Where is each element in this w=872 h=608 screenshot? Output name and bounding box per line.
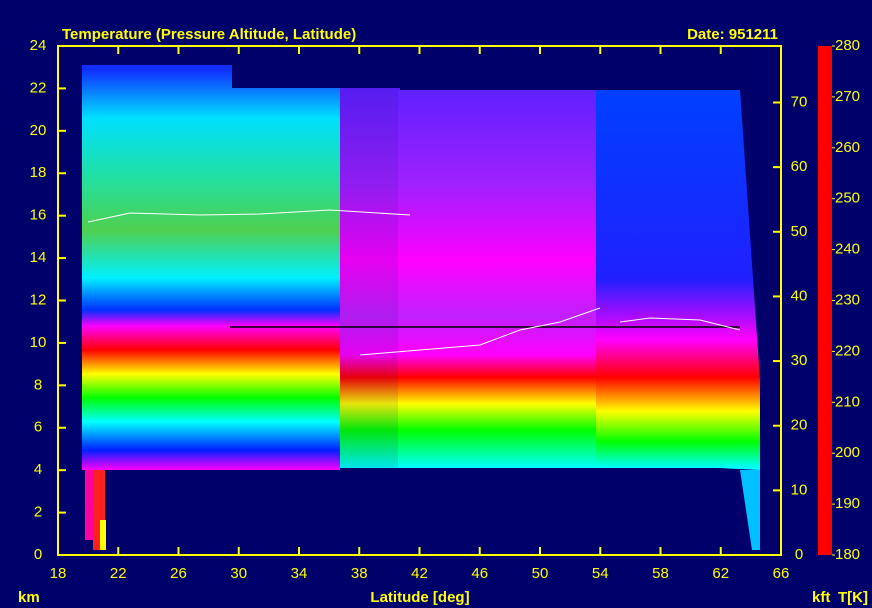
- x-tick-label: 30: [230, 565, 247, 582]
- y-tick-label: 12: [30, 291, 47, 308]
- y-tick-label: 8: [34, 376, 42, 393]
- heatmap-field: [82, 65, 760, 550]
- y2-tick-label: 20: [791, 417, 808, 434]
- colorbar-tick-label: 200: [835, 444, 860, 461]
- colorbar-tick-label: 240: [835, 241, 860, 258]
- x-tick-label: 62: [712, 565, 729, 582]
- colorbar-tick-label: 210: [835, 393, 860, 410]
- x-tick-label: 38: [351, 565, 368, 582]
- y-tick-label: 0: [34, 546, 42, 563]
- colorbar-tick-label: 230: [835, 291, 860, 308]
- y2-axis-label: kft: [812, 589, 830, 606]
- colorbar-tick-label: 180: [835, 546, 860, 563]
- y2-tick-label: 60: [791, 158, 808, 175]
- y-tick-label: 20: [30, 122, 47, 139]
- colorbar-tick-label: 220: [835, 342, 860, 359]
- y-tick-label: 2: [34, 504, 42, 521]
- x-tick-label: 46: [471, 565, 488, 582]
- x-tick-label: 34: [291, 565, 308, 582]
- y-tick-label: 18: [30, 164, 47, 181]
- y-tick-label: 14: [30, 249, 47, 266]
- colorbar-label: T[K]: [838, 589, 868, 606]
- colorbar-tick-label: 270: [835, 88, 860, 105]
- y-tick-label: 6: [34, 419, 42, 436]
- x-axis-label: Latitude [deg]: [370, 589, 469, 606]
- x-tick-label: 26: [170, 565, 187, 582]
- x-tick-label: 18: [50, 565, 67, 582]
- y2-tick-label: 50: [791, 223, 808, 240]
- x-tick-label: 50: [532, 565, 549, 582]
- y2-tick-label: 10: [791, 481, 808, 498]
- y2-tick-label: 30: [791, 352, 808, 369]
- y-tick-label: 22: [30, 79, 47, 96]
- colorbar-tick-label: 260: [835, 139, 860, 156]
- y-tick-label: 16: [30, 207, 47, 224]
- y2-tick-label: 0: [795, 546, 803, 563]
- colorbar-tick-label: 280: [835, 37, 860, 54]
- y-tick-label: 10: [30, 334, 47, 351]
- colorbar-tick-label: 190: [835, 495, 860, 512]
- colorbar-tick-label: 250: [835, 190, 860, 207]
- x-tick-label: 66: [773, 565, 790, 582]
- chart-title: Temperature (Pressure Altitude, Latitude…: [62, 26, 356, 43]
- x-tick-label: 54: [592, 565, 609, 582]
- date-annotation: Date: 951211: [687, 26, 778, 43]
- y-tick-label: 24: [30, 37, 47, 54]
- x-tick-label: 42: [411, 565, 428, 582]
- colorbar: [818, 46, 832, 555]
- y-tick-label: 4: [34, 461, 42, 478]
- x-tick-label: 58: [652, 565, 669, 582]
- y-axis-label: km: [18, 589, 40, 606]
- y2-tick-label: 40: [791, 287, 808, 304]
- x-tick-label: 22: [110, 565, 127, 582]
- y2-tick-label: 70: [791, 93, 808, 110]
